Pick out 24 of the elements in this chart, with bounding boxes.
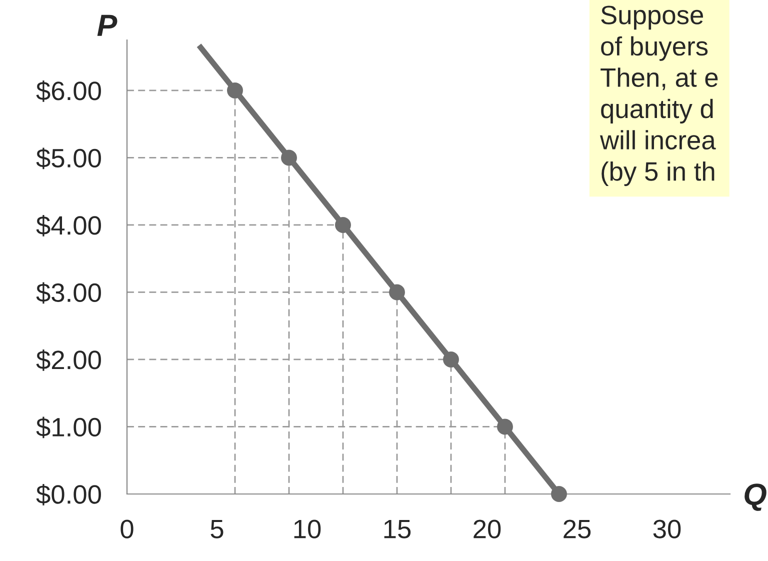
- y-tick-label: $4.00: [36, 214, 101, 236]
- y-tick-label: $6.00: [36, 80, 101, 102]
- annotation: Suppose of buyers Then, at e quantity d will increa (by 5 in th: [600, 6, 718, 186]
- point: [551, 486, 567, 502]
- x-tick-label: 0: [120, 520, 134, 538]
- x-tick-label: 25: [564, 520, 591, 538]
- x-tick-label: 10: [294, 520, 321, 538]
- point: [389, 284, 405, 300]
- y-tick-label: $2.00: [36, 350, 101, 371]
- x-tick-label: 5: [210, 520, 224, 538]
- point: [227, 82, 243, 98]
- x-axis-title: Q: [744, 484, 766, 511]
- y-tick-label: $1.00: [36, 416, 101, 438]
- x-tick-label: 15: [384, 520, 411, 538]
- x-tick-label: 30: [653, 520, 681, 538]
- y-axis-title: P: [97, 14, 118, 36]
- y-tick-label: $0.00: [36, 484, 101, 506]
- y-tick-label: $3.00: [36, 282, 101, 304]
- point: [281, 150, 297, 166]
- x-tick-label: 20: [474, 520, 501, 538]
- point: [335, 216, 351, 233]
- point: [497, 418, 513, 435]
- point: [443, 352, 459, 368]
- y-tick-label: $5.00: [36, 148, 101, 170]
